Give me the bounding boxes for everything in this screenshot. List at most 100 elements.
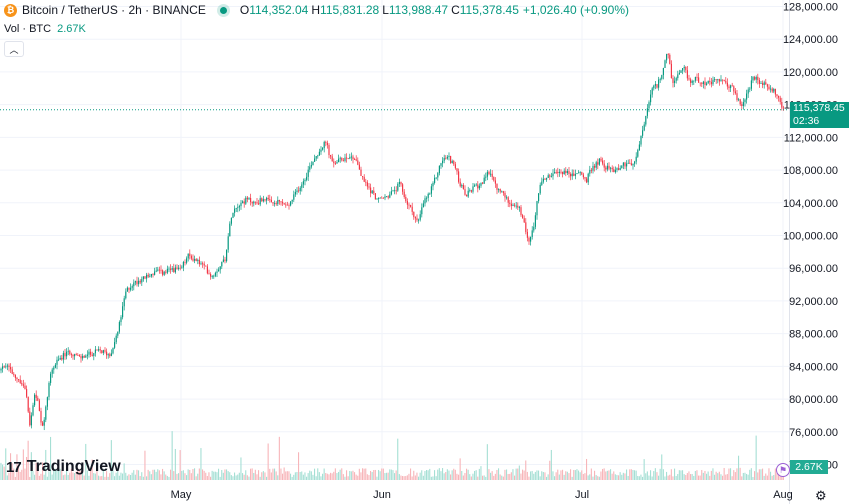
candle-body [486,171,488,177]
volume-label[interactable]: Vol · BTC [4,23,52,35]
volume-bar [189,469,191,480]
volume-bar [558,474,560,480]
volume-bar [232,476,234,480]
event-flag-icon[interactable]: ⚑ [776,463,790,477]
volume-bar [194,468,196,480]
candle-body [397,183,399,191]
candle-body [434,177,436,183]
volume-bar [123,463,125,480]
candle-body [610,167,612,169]
volume-bar [690,474,692,480]
candle-body [317,155,319,157]
volume-bar [262,471,264,480]
candle-body [605,167,607,170]
candle-body [501,191,503,193]
candle-body [643,124,645,131]
candle-body [310,165,312,167]
volume-bar [534,471,536,480]
volume-bar [237,474,239,480]
candle-body [315,156,317,159]
candle-body [533,226,535,231]
time-axis[interactable]: May Jun Jul Aug [171,489,793,501]
candle-body [579,172,581,173]
candle-body [30,415,32,426]
candle-body [410,205,412,207]
volume-bar [379,471,381,480]
candle-body [618,168,620,170]
candle-body [85,355,87,358]
candle-body [296,190,298,192]
volume-bar [672,476,674,480]
volume-bar [182,470,184,480]
volume-bar [717,473,719,480]
candle-body [234,208,236,213]
candle-body [661,75,663,79]
candle-body [616,168,618,170]
volume-bar [334,468,336,480]
candle-body [712,79,714,85]
candle-body [226,249,228,262]
candle-body [638,144,640,151]
volume-bar [229,472,231,480]
candle-body [365,181,367,183]
candle-body [5,366,7,368]
candle-body [107,354,109,356]
volume-bar [299,471,301,480]
volume-bar [555,472,557,480]
candle-body [584,177,586,179]
price-axis[interactable]: 128,000.00124,000.00120,000.00116,000.00… [783,2,838,472]
candle-body [195,259,197,261]
candle-body [701,83,703,85]
volume-bar [578,470,580,480]
candle-body [229,223,231,237]
volume-bar [304,472,306,480]
settings-gear-icon[interactable]: ⚙ [815,488,827,503]
volume-bar [510,472,512,480]
volume-bar [466,468,468,480]
price-tick-label: 96,000.00 [789,263,838,275]
candle-body [14,374,16,378]
volume-bar [710,470,712,480]
volume-bar [203,470,205,480]
volume-bar [693,475,695,480]
candle-body [237,207,239,209]
tradingview-logo[interactable]: 17 TradingView [6,458,121,476]
close-value: 115,378.45 [459,3,519,17]
volume-bar [69,472,71,480]
candle-body [576,173,578,175]
volume-bar [539,476,541,480]
volume-bar [619,472,621,480]
symbol-title[interactable]: Bitcoin / TetherUS · 2h · BINANCE [22,3,206,17]
candle-body [26,389,28,397]
candle-body [312,161,314,166]
candle-body [414,217,416,219]
volume-bar [45,449,47,480]
candle-body [162,270,164,275]
volume-bar [371,472,373,480]
candle-body [734,91,736,94]
volume-bar [294,472,296,480]
candle-body [539,184,541,194]
volume-bar [374,469,376,480]
volume-bar [291,476,293,480]
candle-body [347,158,349,160]
volume-bar [75,471,77,480]
volume-bar [94,473,96,480]
candle-body [562,171,564,175]
candle-body [458,171,460,182]
collapse-chevron-icon[interactable]: ︿ [4,41,24,57]
volume-bar [355,474,357,480]
volume-bar [482,475,484,480]
candle-body [672,78,674,84]
candle-body [205,265,207,267]
volume-bar [654,468,656,480]
candle-body [493,176,495,181]
candle-body [155,270,157,272]
volume-bar [155,471,157,480]
volume-bar [109,473,111,480]
volume-bar [669,474,671,480]
volume-bar [709,475,711,480]
candle-body [38,400,40,411]
volume-bar [472,473,474,480]
